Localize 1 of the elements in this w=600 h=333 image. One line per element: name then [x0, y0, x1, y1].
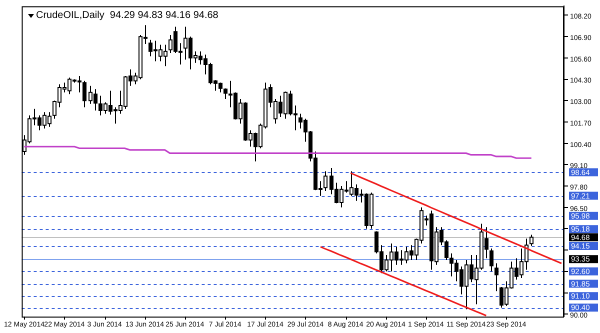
chart-title: CrudeOIL,Daily 94.29 94.83 94.16 94.68 [36, 10, 218, 21]
